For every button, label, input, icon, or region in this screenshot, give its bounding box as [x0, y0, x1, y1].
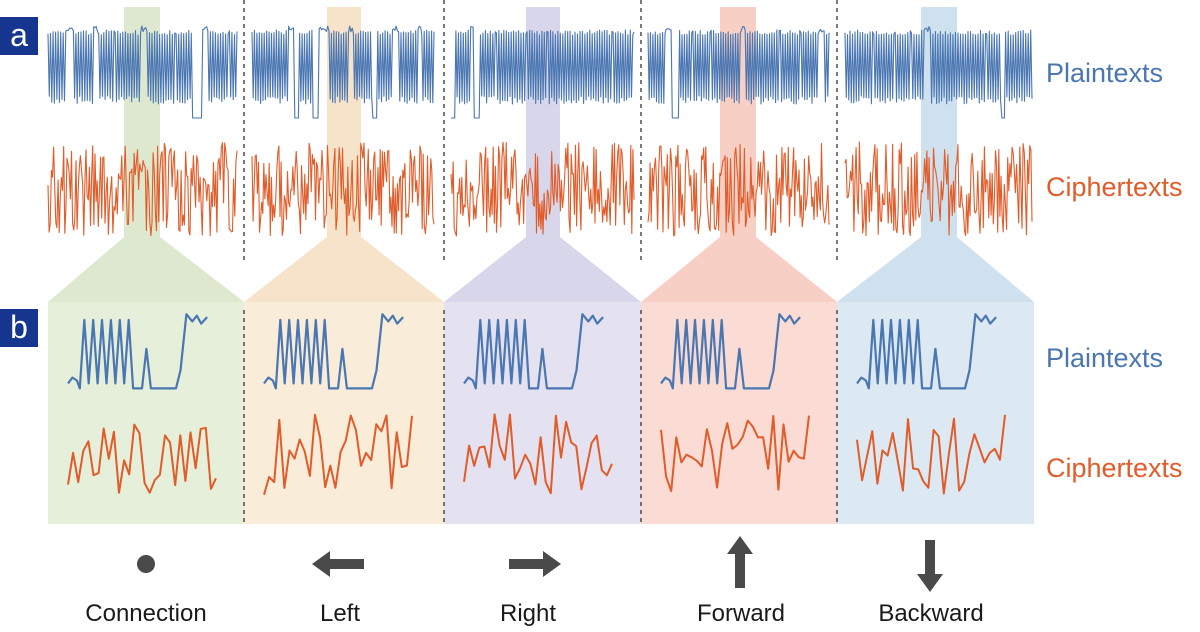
zoom-funnel	[244, 237, 444, 302]
ciphertext-trace-a	[844, 141, 1033, 237]
plaintext-trace-a	[47, 25, 238, 119]
zoom-funnel	[444, 237, 641, 302]
arrow-down-icon	[917, 540, 943, 592]
plaintext-trace-a	[251, 25, 435, 119]
command-label-left: Left	[319, 600, 361, 627]
arrow-up-icon	[727, 536, 753, 588]
zoom-funnel	[641, 237, 837, 302]
command-label-right: Right	[499, 600, 557, 627]
ciphertext-trace-a	[47, 142, 238, 237]
zoom-funnel	[48, 237, 244, 302]
segment-dividers	[243, 0, 838, 524]
zoom-panel	[837, 302, 1034, 524]
plaintext-trace-a	[844, 26, 1033, 119]
command-icons	[137, 536, 943, 592]
legend-plaintexts-b: Plaintexts	[1046, 343, 1164, 373]
panel-label-b: b	[0, 309, 38, 347]
panel-b-traces	[67, 313, 1006, 496]
zoom-panel-b	[48, 302, 1034, 524]
plaintext-trace-b	[660, 313, 801, 390]
legend-ciphertexts-b: Ciphertexts	[1046, 453, 1183, 483]
plaintext-trace-a	[451, 26, 635, 119]
command-label-connection: Connection	[85, 600, 207, 627]
ciphertext-trace-a	[251, 142, 435, 237]
command-label-forward: Forward	[696, 600, 786, 627]
panel-label-a: a	[0, 17, 38, 55]
arrow-right-icon	[509, 551, 561, 577]
dot-icon	[137, 555, 155, 573]
zoom-panel	[244, 302, 444, 524]
plaintext-trace-b	[856, 313, 997, 390]
command-label-backward: Backward	[878, 600, 984, 627]
ciphertext-trace-b	[463, 413, 613, 495]
plaintext-trace-b	[263, 313, 404, 390]
legend-ciphertexts-a: Ciphertexts	[1046, 172, 1183, 202]
arrow-left-icon	[312, 551, 364, 577]
plaintext-trace-b	[67, 313, 208, 390]
ciphertext-trace-a	[450, 141, 635, 237]
panel-a-traces	[47, 25, 1033, 237]
plaintext-trace-b	[463, 313, 604, 390]
ciphertext-trace-b	[660, 415, 810, 493]
plaintext-trace-a	[647, 26, 830, 119]
zoom-panel	[48, 302, 244, 524]
ciphertext-trace-a	[647, 142, 830, 237]
zoom-panel	[444, 302, 641, 524]
ciphertext-trace-b	[67, 423, 217, 494]
zoom-panel	[641, 302, 837, 524]
legend-plaintexts-a: Plaintexts	[1046, 58, 1164, 88]
ciphertext-trace-b	[263, 413, 413, 496]
zoom-funnel	[837, 237, 1034, 302]
ciphertext-trace-b	[856, 414, 1006, 495]
